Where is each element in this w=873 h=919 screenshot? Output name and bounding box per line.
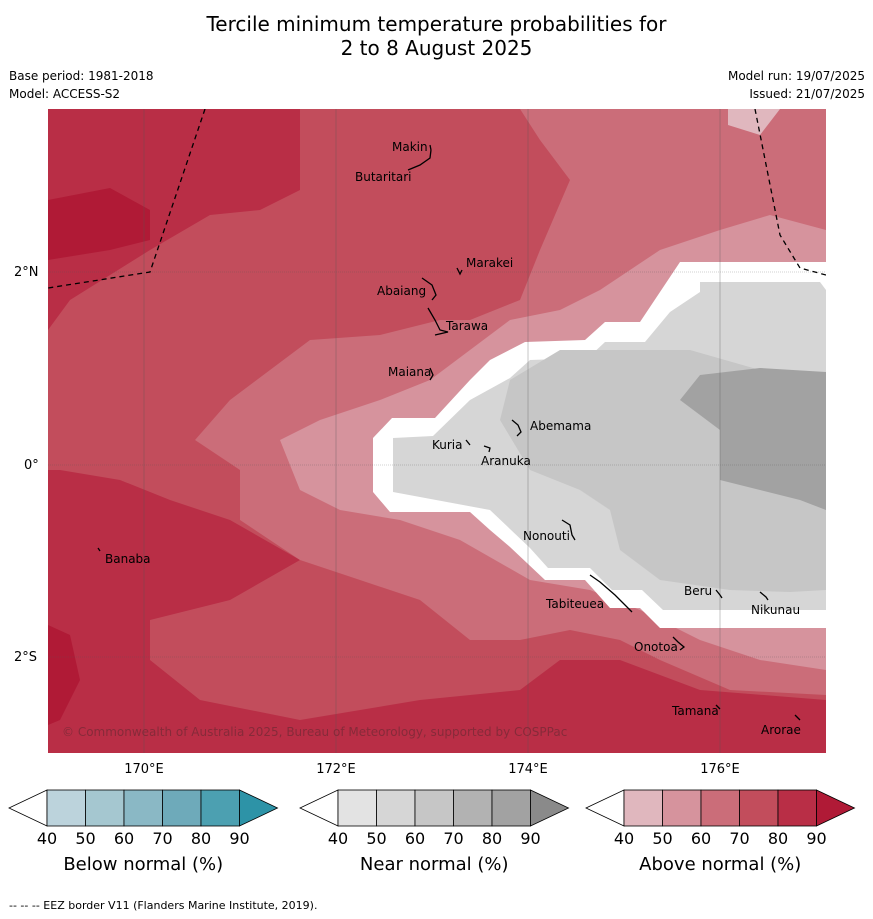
colorbar-extend-high: [239, 789, 279, 827]
map-fill-layers: [48, 109, 826, 753]
colorbar-extend-low: [299, 789, 339, 827]
place-label: Tabiteuea: [545, 597, 604, 611]
colorbar-tick-label: 90: [806, 829, 826, 848]
colorbar-tick-label: 40: [614, 829, 634, 848]
colorbar-segment: [376, 789, 416, 827]
colorbar-segment: [46, 789, 86, 827]
zone-near-70: [680, 368, 826, 510]
colorbar-tick-label: 70: [443, 829, 463, 848]
lat-label: 2°S: [14, 650, 37, 665]
place-label: Aranuka: [481, 454, 531, 468]
place-label: Abaiang: [377, 284, 426, 298]
colorbar-tick-label: 60: [405, 829, 425, 848]
metadata-left: Base period: 1981-2018 Model: ACCESS-S2: [9, 67, 154, 103]
place-label: Onotoa: [634, 640, 678, 654]
lat-label: 2°N: [14, 265, 39, 280]
colorbar-extend-low: [585, 789, 625, 827]
colorbar-segment: [337, 789, 377, 827]
colorbar-segment: [491, 789, 531, 827]
lon-label: 176°E: [700, 762, 740, 777]
colorbar-segment: [777, 789, 817, 827]
place-label: Nikunau: [751, 603, 800, 617]
colorbar-tick-label: 70: [729, 829, 749, 848]
colorbar-segment: [414, 789, 454, 827]
colorbar-segment: [623, 789, 663, 827]
colorbar-tick-label: 80: [482, 829, 502, 848]
colorbar-tick-label: 50: [652, 829, 672, 848]
zone-above-90-west: [48, 188, 150, 260]
legend-colorbars: 40 50 60 70 80 90 Below normal (%) 40 50 60 70 80 90…: [8, 789, 856, 875]
graticule: [48, 109, 826, 753]
colorbar-tick-label: 60: [114, 829, 134, 848]
lon-label: 172°E: [316, 762, 356, 777]
colorbar-title: Near normal (%): [360, 854, 509, 875]
colorbar-tick-label: 90: [520, 829, 540, 848]
place-label: Abemama: [530, 419, 591, 433]
lat-label: 0°: [24, 458, 39, 473]
place-label: Butaritari: [355, 170, 412, 184]
colorbar-segment: [162, 789, 202, 827]
place-label: Banaba: [105, 552, 151, 566]
colorbar-title: Above normal (%): [639, 854, 801, 875]
colorbar-tick-label: 40: [328, 829, 348, 848]
probability-map: 2°N 0° 2°S 170°E 172°E 174°E 176°E Makin…: [14, 109, 826, 777]
place-label: Kuria: [432, 438, 463, 452]
colorbar-tick-label: 90: [229, 829, 249, 848]
colorbar-extend-low: [8, 789, 48, 827]
title-line-2: 2 to 8 August 2025: [340, 36, 533, 60]
metadata-right: Model run: 19/07/2025 Issued: 21/07/2025: [728, 67, 865, 103]
colorbar-segment: [200, 789, 240, 827]
colorbar-segment: [662, 789, 702, 827]
place-label: Makin: [392, 140, 428, 154]
colorbar-segment: [453, 789, 493, 827]
colorbar-title: Below normal (%): [63, 854, 223, 875]
colorbar-tick-label: 70: [152, 829, 172, 848]
colorbar-segment: [85, 789, 125, 827]
eez-border: [48, 109, 826, 289]
colorbar-tick-label: 60: [691, 829, 711, 848]
place-label: Tamana: [671, 704, 719, 718]
place-label: Nonouti: [523, 529, 570, 543]
colorbar-below: 40 50 60 70 80 90 Below normal (%): [8, 789, 279, 875]
colorbar-segment: [739, 789, 779, 827]
place-label: Arorae: [761, 723, 801, 737]
colorbar-tick-label: 80: [768, 829, 788, 848]
place-label: Maiana: [388, 365, 431, 379]
place-label: Tarawa: [445, 319, 488, 333]
copyright-text: © Commonwealth of Australia 2025, Bureau…: [62, 725, 567, 739]
place-label: Beru: [684, 584, 712, 598]
colorbar-extend-high: [530, 789, 570, 827]
colorbar-extend-high: [816, 789, 856, 827]
eez-footnote: -- -- -- EEZ border V11 (Flanders Marine…: [9, 899, 318, 912]
model-text: Model: ACCESS-S2: [9, 87, 121, 101]
base-period-text: Base period: 1981-2018: [9, 69, 154, 83]
colorbar-tick-label: 80: [191, 829, 211, 848]
map-title: Tercile minimum temperature probabilitie…: [0, 12, 873, 60]
zone-above-90-southwest: [48, 625, 80, 725]
lon-label: 170°E: [124, 762, 164, 777]
colorbar-tick-label: 40: [37, 829, 57, 848]
colorbar-segment: [123, 789, 163, 827]
title-line-1: Tercile minimum temperature probabilitie…: [206, 12, 667, 36]
lon-label: 174°E: [508, 762, 548, 777]
issued-text: Issued: 21/07/2025: [749, 87, 865, 101]
zone-above-40: [728, 109, 780, 135]
colorbar-tick-label: 50: [366, 829, 386, 848]
colorbar-tick-label: 50: [75, 829, 95, 848]
island-outlines: [97, 144, 801, 721]
colorbar-near: 40 50 60 70 80 90 Near normal (%): [299, 789, 570, 875]
colorbar-segment: [700, 789, 740, 827]
model-run-text: Model run: 19/07/2025: [727, 69, 865, 83]
colorbar-above: 40 50 60 70 80 90 Above normal (%): [585, 789, 856, 875]
place-label: Marakei: [466, 256, 513, 270]
